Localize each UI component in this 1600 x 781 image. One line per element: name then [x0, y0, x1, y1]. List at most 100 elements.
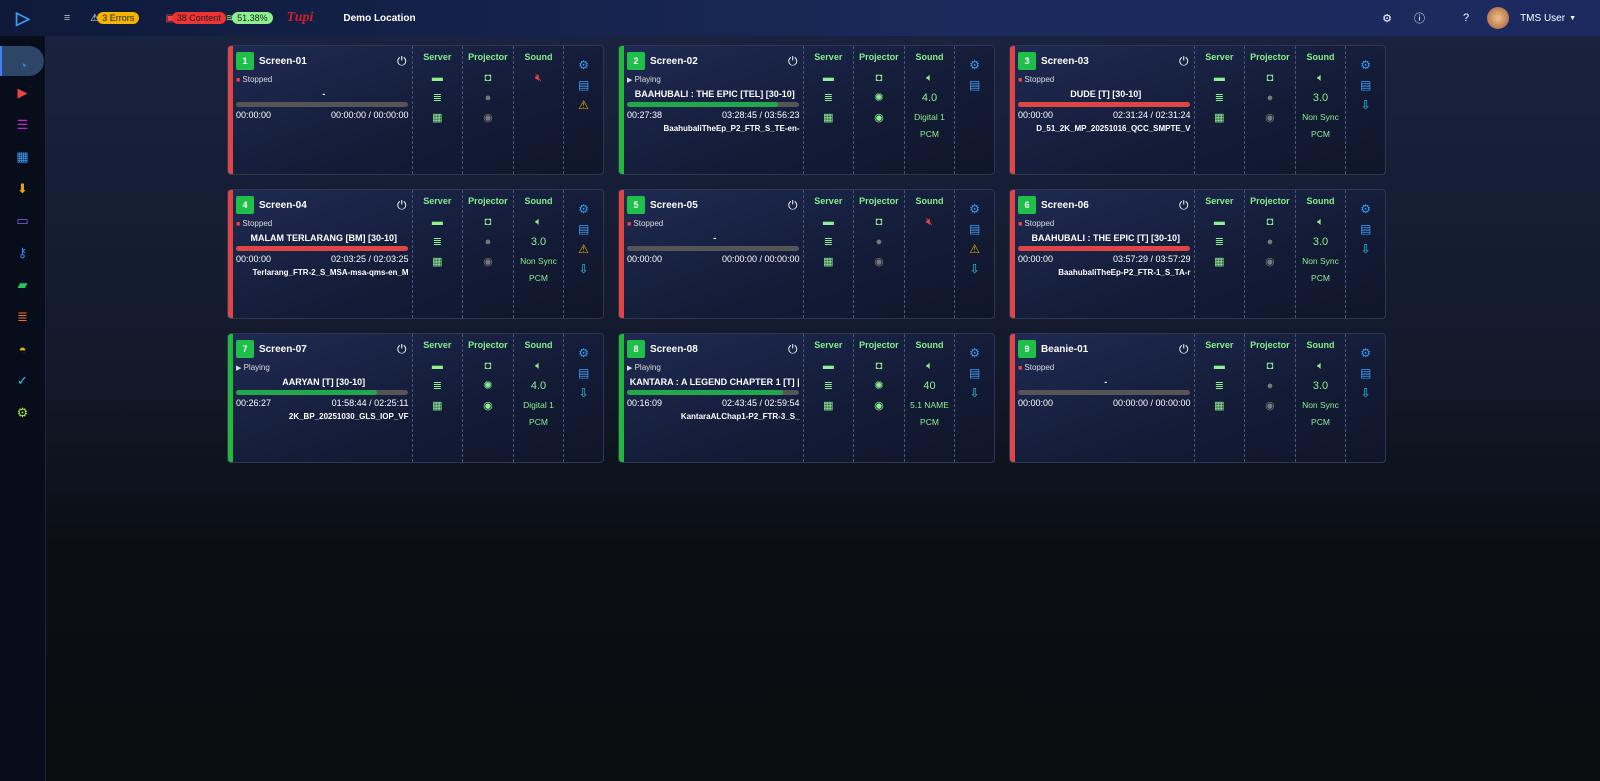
monitor-icon[interactable]: ▬ — [431, 72, 443, 84]
monitor-icon[interactable]: ▬ — [431, 216, 443, 228]
power-icon[interactable]: ⏻ — [397, 198, 407, 212]
schedule-icon[interactable]: ▦ — [432, 400, 443, 412]
dowser-icon[interactable]: ◉ — [483, 400, 493, 412]
sidebar-item-folder[interactable]: ▰ — [0, 270, 45, 300]
power-icon[interactable]: ⏻ — [1179, 342, 1189, 356]
lamp-icon[interactable]: ✺ — [874, 380, 884, 392]
warning-icon[interactable]: ⚠ — [969, 242, 981, 256]
sidebar-item-calendar[interactable]: ▦ — [0, 142, 45, 172]
projector-icon[interactable]: ◘ — [875, 360, 883, 372]
screen-name[interactable]: Screen-03 — [1040, 56, 1089, 67]
sidebar-item-play[interactable]: ▶ — [0, 78, 45, 108]
report-icon[interactable]: ▤ — [968, 366, 981, 380]
screen-name[interactable]: Screen-01 — [258, 56, 307, 67]
database-icon[interactable]: ≣ — [823, 236, 833, 248]
report-icon[interactable]: ▤ — [1359, 366, 1372, 380]
chevron-down-icon[interactable]: ▼ — [1569, 14, 1576, 22]
download-icon[interactable]: ⇩ — [969, 262, 980, 276]
lamp-icon[interactable]: ● — [1266, 380, 1274, 392]
sidebar-item-server[interactable]: ≣ — [0, 302, 45, 332]
sidebar-item-monitor[interactable]: ▭ — [0, 206, 45, 236]
errors-badge[interactable]: 3 Errors — [97, 12, 140, 24]
app-logo-icon[interactable]: ▷ — [16, 7, 30, 28]
menu-toggle-icon[interactable]: ≡ — [63, 12, 71, 24]
mute-icon[interactable]: 🔇︎ — [926, 216, 933, 228]
database-icon[interactable]: ≣ — [823, 92, 833, 104]
projector-icon[interactable]: ◘ — [875, 72, 883, 84]
lamp-icon[interactable]: ● — [484, 236, 492, 248]
power-icon[interactable]: ⏻ — [788, 342, 798, 356]
database-icon[interactable]: ≣ — [1214, 92, 1224, 104]
warning-icon[interactable]: ⚠ — [578, 98, 590, 112]
schedule-icon[interactable]: ▦ — [823, 112, 834, 124]
screen-name[interactable]: Screen-06 — [1040, 200, 1089, 211]
lamp-icon[interactable]: ● — [875, 236, 883, 248]
speaker-icon[interactable]: 🔈︎ — [535, 360, 542, 372]
dowser-icon[interactable]: ◉ — [483, 256, 493, 268]
report-icon[interactable]: ▤ — [577, 78, 590, 92]
screen-card[interactable]: 5 Screen-05 ⏻ ■ Stopped - 00:00:00 00:00:0… — [618, 189, 995, 319]
monitor-icon[interactable]: ▬ — [822, 360, 834, 372]
schedule-icon[interactable]: ▦ — [823, 256, 834, 268]
screen-name[interactable]: Screen-07 — [258, 344, 307, 355]
screen-card[interactable]: 9 Beanie-01 ⏻ ■ Stopped - 00:00:00 00:00:0… — [1009, 333, 1386, 463]
screen-name[interactable]: Screen-02 — [649, 56, 698, 67]
monitor-icon[interactable]: ▬ — [1213, 360, 1225, 372]
download-icon[interactable]: ⇩ — [578, 386, 589, 400]
gear-icon[interactable]: ⚙ — [578, 346, 590, 360]
screen-card[interactable]: 2 Screen-02 ⏻ ▶ Playing BAAHUBALI : THE E… — [618, 45, 995, 175]
report-icon[interactable]: ▤ — [1359, 78, 1372, 92]
gear-icon[interactable]: ⚙ — [578, 58, 590, 72]
speaker-icon[interactable]: 🔈︎ — [1317, 216, 1324, 228]
lamp-icon[interactable]: ✺ — [483, 380, 493, 392]
database-icon[interactable]: ≣ — [823, 380, 833, 392]
dowser-icon[interactable]: ◉ — [874, 256, 884, 268]
projector-icon[interactable]: ◘ — [1266, 360, 1274, 372]
gear-icon[interactable]: ⚙ — [1360, 58, 1372, 72]
gear-icon[interactable]: ⚙ — [1360, 202, 1372, 216]
report-icon[interactable]: ▤ — [577, 222, 590, 236]
power-icon[interactable]: ⏻ — [397, 342, 407, 356]
download-icon[interactable]: ⇩ — [969, 386, 980, 400]
gear-icon[interactable]: ⚙ — [1360, 346, 1372, 360]
power-icon[interactable]: ⏻ — [1179, 54, 1189, 68]
sidebar-item-gauge[interactable]: ◓ — [0, 334, 45, 364]
monitor-icon[interactable]: ▬ — [822, 216, 834, 228]
download-icon[interactable]: ⇩ — [1360, 242, 1371, 256]
projector-icon[interactable]: ◘ — [875, 216, 883, 228]
content-badge[interactable]: 38 Content — [171, 12, 226, 24]
info-icon[interactable]: ⓘ — [1413, 13, 1425, 25]
mute-icon[interactable]: 🔇︎ — [535, 72, 542, 84]
schedule-icon[interactable]: ▦ — [432, 112, 443, 124]
power-icon[interactable]: ⏻ — [397, 54, 407, 68]
user-menu[interactable]: TMS User — [1520, 12, 1566, 24]
screen-card[interactable]: 3 Screen-03 ⏻ ■ Stopped DUDE [T] [30-10] … — [1009, 45, 1386, 175]
dowser-icon[interactable]: ◉ — [1265, 112, 1275, 124]
screen-card[interactable]: 8 Screen-08 ⏻ ▶ Playing KANTARA : A LEGEN… — [618, 333, 995, 463]
lamp-icon[interactable]: ✺ — [874, 92, 884, 104]
schedule-icon[interactable]: ▦ — [1214, 256, 1225, 268]
monitor-icon[interactable]: ▬ — [1213, 72, 1225, 84]
power-icon[interactable]: ⏻ — [788, 54, 798, 68]
screen-name[interactable]: Screen-05 — [649, 200, 698, 211]
database-icon[interactable]: ≣ — [1214, 236, 1224, 248]
help-icon[interactable]: ? — [1462, 12, 1470, 24]
sidebar-item-download[interactable]: ⬇ — [0, 174, 45, 204]
dowser-icon[interactable]: ◉ — [483, 112, 493, 124]
gear-icon[interactable]: ⚙ — [969, 202, 981, 216]
dowser-icon[interactable]: ◉ — [874, 112, 884, 124]
sidebar-item-playlist-add[interactable]: ☰ — [0, 110, 45, 140]
schedule-icon[interactable]: ▦ — [432, 256, 443, 268]
lamp-icon[interactable]: ● — [1266, 236, 1274, 248]
speaker-icon[interactable]: 🔈︎ — [926, 72, 933, 84]
screen-card[interactable]: 7 Screen-07 ⏻ ▶ Playing AARYAN [T] [30-10… — [227, 333, 604, 463]
gear-icon[interactable]: ⚙ — [969, 58, 981, 72]
sidebar-item-settings-chat[interactable]: ⚙ — [0, 398, 45, 428]
monitor-icon[interactable]: ▬ — [431, 360, 443, 372]
power-icon[interactable]: ⏻ — [788, 198, 798, 212]
report-icon[interactable]: ▤ — [577, 366, 590, 380]
projector-icon[interactable]: ◘ — [484, 360, 492, 372]
download-icon[interactable]: ⇩ — [1360, 98, 1371, 112]
sidebar-item-keys[interactable]: ⚷ — [0, 238, 45, 268]
projector-icon[interactable]: ◘ — [484, 72, 492, 84]
